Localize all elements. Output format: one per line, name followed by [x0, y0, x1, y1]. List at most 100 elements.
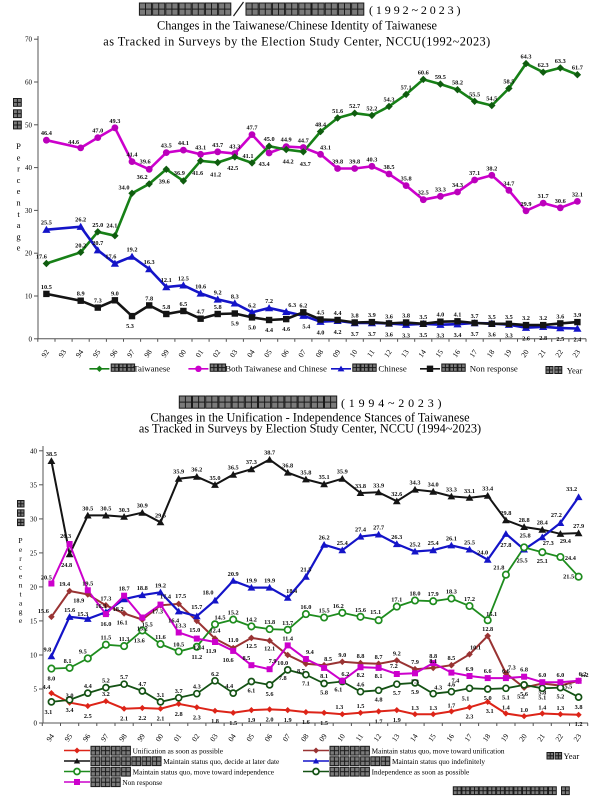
svg-text:35.0: 35.0	[209, 475, 220, 482]
svg-text:34.0: 34.0	[118, 184, 129, 191]
svg-text:n: n	[16, 198, 21, 208]
svg-text:Maintain status quo, move towa: Maintain status quo, move toward indepen…	[133, 767, 274, 776]
svg-text:04: 04	[245, 348, 257, 360]
svg-text:15.6: 15.6	[38, 608, 49, 615]
svg-text:25.4: 25.4	[337, 540, 349, 547]
svg-text:16.0: 16.0	[300, 604, 311, 611]
svg-text:e: e	[19, 545, 23, 554]
svg-text:8.2: 8.2	[357, 672, 365, 679]
svg-text:6.3: 6.3	[288, 302, 296, 309]
svg-text:6.2: 6.2	[579, 671, 587, 678]
svg-text:4.6: 4.6	[282, 326, 290, 333]
svg-text:19.2: 19.2	[126, 247, 137, 254]
svg-text:19: 19	[502, 348, 514, 360]
svg-text:26.2: 26.2	[75, 217, 86, 224]
svg-text:47.7: 47.7	[246, 125, 257, 132]
svg-text:3.8: 3.8	[402, 313, 410, 320]
svg-text:00: 00	[153, 732, 165, 744]
svg-text:12.1: 12.1	[161, 277, 172, 284]
svg-text:94: 94	[44, 732, 56, 744]
svg-text:25.5: 25.5	[41, 220, 52, 227]
svg-text:4.0: 4.0	[436, 312, 444, 319]
svg-text:10.5: 10.5	[41, 284, 52, 291]
svg-text:05: 05	[262, 348, 274, 360]
svg-text:4.4: 4.4	[334, 310, 343, 317]
svg-text:6.2: 6.2	[299, 302, 307, 309]
svg-text:1.3: 1.3	[411, 705, 419, 712]
svg-text:Unification as soon as possibl: Unification as soon as possible	[133, 746, 223, 755]
svg-text:6.1: 6.1	[247, 688, 255, 695]
svg-text:Both Taiwanese and Chinese: Both Taiwanese and Chinese	[225, 364, 327, 374]
svg-text:36.9: 36.9	[174, 170, 185, 177]
svg-text:25.0: 25.0	[92, 222, 103, 229]
svg-text:9.4: 9.4	[306, 649, 315, 656]
svg-text:1.7: 1.7	[447, 702, 455, 709]
svg-text:14.5: 14.5	[214, 614, 225, 621]
svg-text:Chinese: Chinese	[378, 364, 406, 374]
svg-text:Non response: Non response	[470, 364, 518, 374]
svg-text:24.4: 24.4	[565, 555, 577, 562]
svg-text:94: 94	[74, 348, 86, 360]
svg-text:29.4: 29.4	[560, 538, 572, 545]
svg-text:15.2: 15.2	[137, 626, 148, 633]
svg-text:98: 98	[142, 348, 154, 360]
svg-text:11.4: 11.4	[282, 635, 294, 642]
svg-text:15: 15	[426, 732, 438, 744]
svg-text:7.9: 7.9	[411, 659, 419, 666]
svg-text:5.7: 5.7	[393, 690, 401, 697]
svg-text:1.3: 1.3	[429, 705, 437, 712]
svg-text:8.5: 8.5	[447, 655, 455, 662]
svg-text:44.1: 44.1	[178, 140, 189, 147]
svg-text:3.1: 3.1	[157, 692, 165, 699]
svg-text:Non response: Non response	[122, 778, 162, 787]
svg-text:e: e	[17, 243, 21, 253]
svg-text:8.7: 8.7	[375, 654, 383, 661]
svg-text:21.5: 21.5	[300, 567, 311, 574]
svg-text:5: 5	[34, 686, 38, 694]
svg-text:44.9: 44.9	[281, 137, 292, 144]
svg-text:4.7: 4.7	[197, 309, 205, 316]
svg-text:t: t	[19, 589, 22, 598]
svg-text:8.1: 8.1	[64, 658, 72, 665]
svg-text:97: 97	[99, 732, 111, 744]
svg-text:23: 23	[572, 732, 584, 744]
svg-text:30.6: 30.6	[555, 198, 566, 205]
svg-text:3.2: 3.2	[539, 315, 547, 322]
svg-text:5.6: 5.6	[266, 691, 274, 698]
svg-text:52.7: 52.7	[349, 103, 360, 110]
svg-text:20.2: 20.2	[75, 242, 86, 249]
svg-text:26.2: 26.2	[319, 535, 330, 542]
svg-text:4.4: 4.4	[225, 683, 234, 690]
svg-text:15.7: 15.7	[191, 604, 202, 611]
svg-text:99: 99	[135, 732, 147, 744]
svg-text:13.6: 13.6	[134, 638, 145, 645]
svg-text:43.7: 43.7	[212, 142, 223, 149]
svg-text:18.0: 18.0	[409, 591, 420, 598]
svg-text:8.1: 8.1	[429, 658, 437, 665]
svg-text:61.7: 61.7	[572, 65, 583, 72]
svg-text:27.4: 27.4	[355, 527, 367, 534]
svg-text:Changes in the Taiwanese/Chine: Changes in the Taiwanese/Chinese Identit…	[157, 19, 437, 33]
svg-text:Changes in the Unification - I: Changes in the Unification - Independenc…	[150, 411, 470, 425]
svg-text:17: 17	[462, 732, 474, 744]
svg-text:12.8: 12.8	[482, 626, 493, 633]
svg-text:19.9: 19.9	[264, 578, 275, 585]
svg-text:6.2: 6.2	[211, 671, 219, 678]
svg-text:54.5: 54.5	[486, 96, 497, 103]
svg-text:17.4: 17.4	[160, 594, 172, 601]
svg-text:15.3: 15.3	[77, 611, 88, 618]
svg-text:7.8: 7.8	[145, 295, 153, 302]
svg-text:35.1: 35.1	[319, 474, 330, 481]
svg-text:13: 13	[390, 732, 402, 744]
svg-text:34.0: 34.0	[428, 482, 439, 489]
svg-text:10.6: 10.6	[195, 283, 206, 290]
svg-text:3.3: 3.3	[505, 333, 513, 340]
svg-text:60: 60	[25, 79, 33, 87]
svg-text:3.7: 3.7	[351, 331, 359, 338]
svg-text:32.1: 32.1	[572, 191, 583, 198]
svg-text:5.8: 5.8	[214, 304, 222, 311]
svg-text:17.3: 17.3	[100, 595, 111, 602]
svg-text:10.5: 10.5	[173, 642, 184, 649]
svg-text:4.4: 4.4	[42, 684, 51, 691]
svg-text:13.8: 13.8	[264, 619, 275, 626]
